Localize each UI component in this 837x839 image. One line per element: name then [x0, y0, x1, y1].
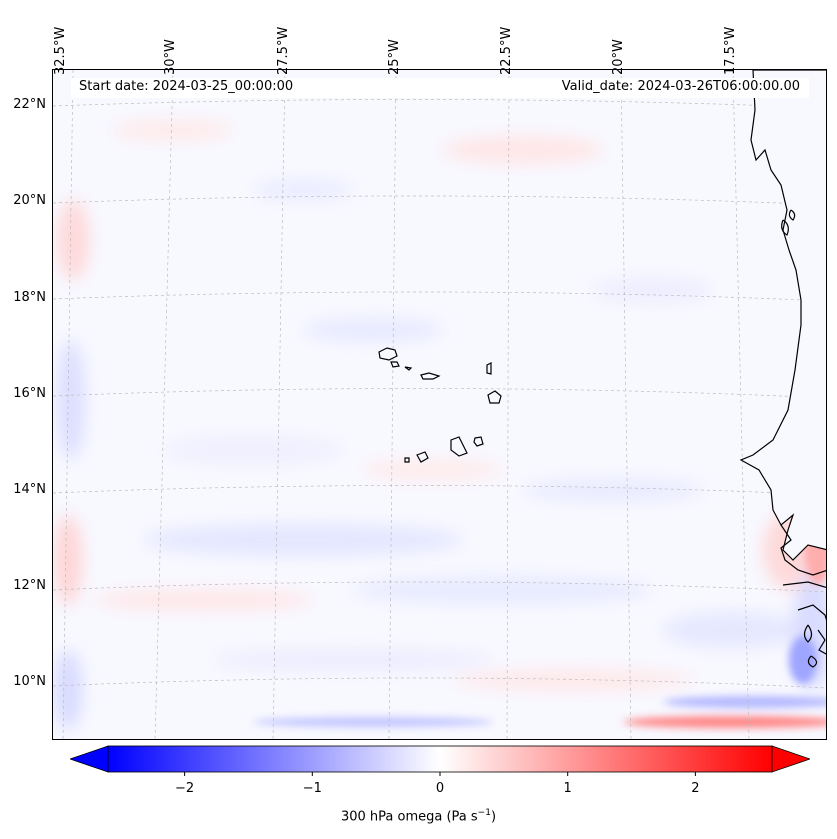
lat-label: 16°N — [13, 386, 46, 401]
lon-label: 30°W — [163, 39, 178, 75]
lat-label: 10°N — [13, 674, 46, 689]
colorbar-label-text: 300 hPa omega (Pa s — [340, 809, 478, 825]
colorbar-ticks — [184, 772, 696, 776]
colorbar-body — [107, 745, 773, 773]
date-banner — [71, 78, 809, 98]
cape-verde-islands — [378, 347, 502, 463]
lon-label: 17.5°W — [723, 26, 738, 75]
colorbar-tick-label: −1 — [302, 781, 322, 796]
start-date-label: Start date: 2024-03-25_00:00:00 — [79, 79, 294, 94]
colorbar-tick-label: −2 — [175, 781, 195, 796]
lat-label: 14°N — [13, 482, 46, 497]
valid-date-label: Valid_date: 2024-03-26T06:00:00.00 — [561, 79, 800, 94]
lon-label: 32.5°W — [53, 26, 68, 75]
colorbar-extend-min — [70, 745, 109, 773]
lat-label: 22°N — [13, 97, 46, 112]
colorbar-tick-label: 2 — [691, 781, 700, 796]
lat-label: 18°N — [13, 290, 46, 305]
colorbar-tick-label: 0 — [435, 781, 445, 796]
omega-field — [53, 70, 826, 739]
colorbar-label-sup: −1 — [477, 808, 491, 818]
colorbar-extend-max — [771, 745, 810, 773]
gridlines — [53, 70, 826, 739]
map-panel: Start date: 2024-03-25_00:00:00 Valid_da… — [52, 69, 827, 740]
lon-label: 20°W — [611, 39, 626, 75]
lon-label: 27.5°W — [276, 26, 291, 75]
omega-anomalies — [54, 120, 826, 730]
colorbar-tick-label: 1 — [563, 781, 572, 796]
omega-strong — [253, 505, 826, 728]
coastline-africa — [739, 70, 826, 561]
lat-label: 20°N — [13, 193, 46, 208]
lon-label: 22.5°W — [499, 26, 514, 75]
colorbar — [70, 745, 810, 776]
colorbar-label-close: ) — [490, 809, 497, 825]
lon-label: 25°W — [387, 39, 402, 75]
colorbar-label: 300 hPa omega (Pa s−1) — [0, 808, 837, 824]
lat-label: 12°N — [13, 578, 46, 593]
